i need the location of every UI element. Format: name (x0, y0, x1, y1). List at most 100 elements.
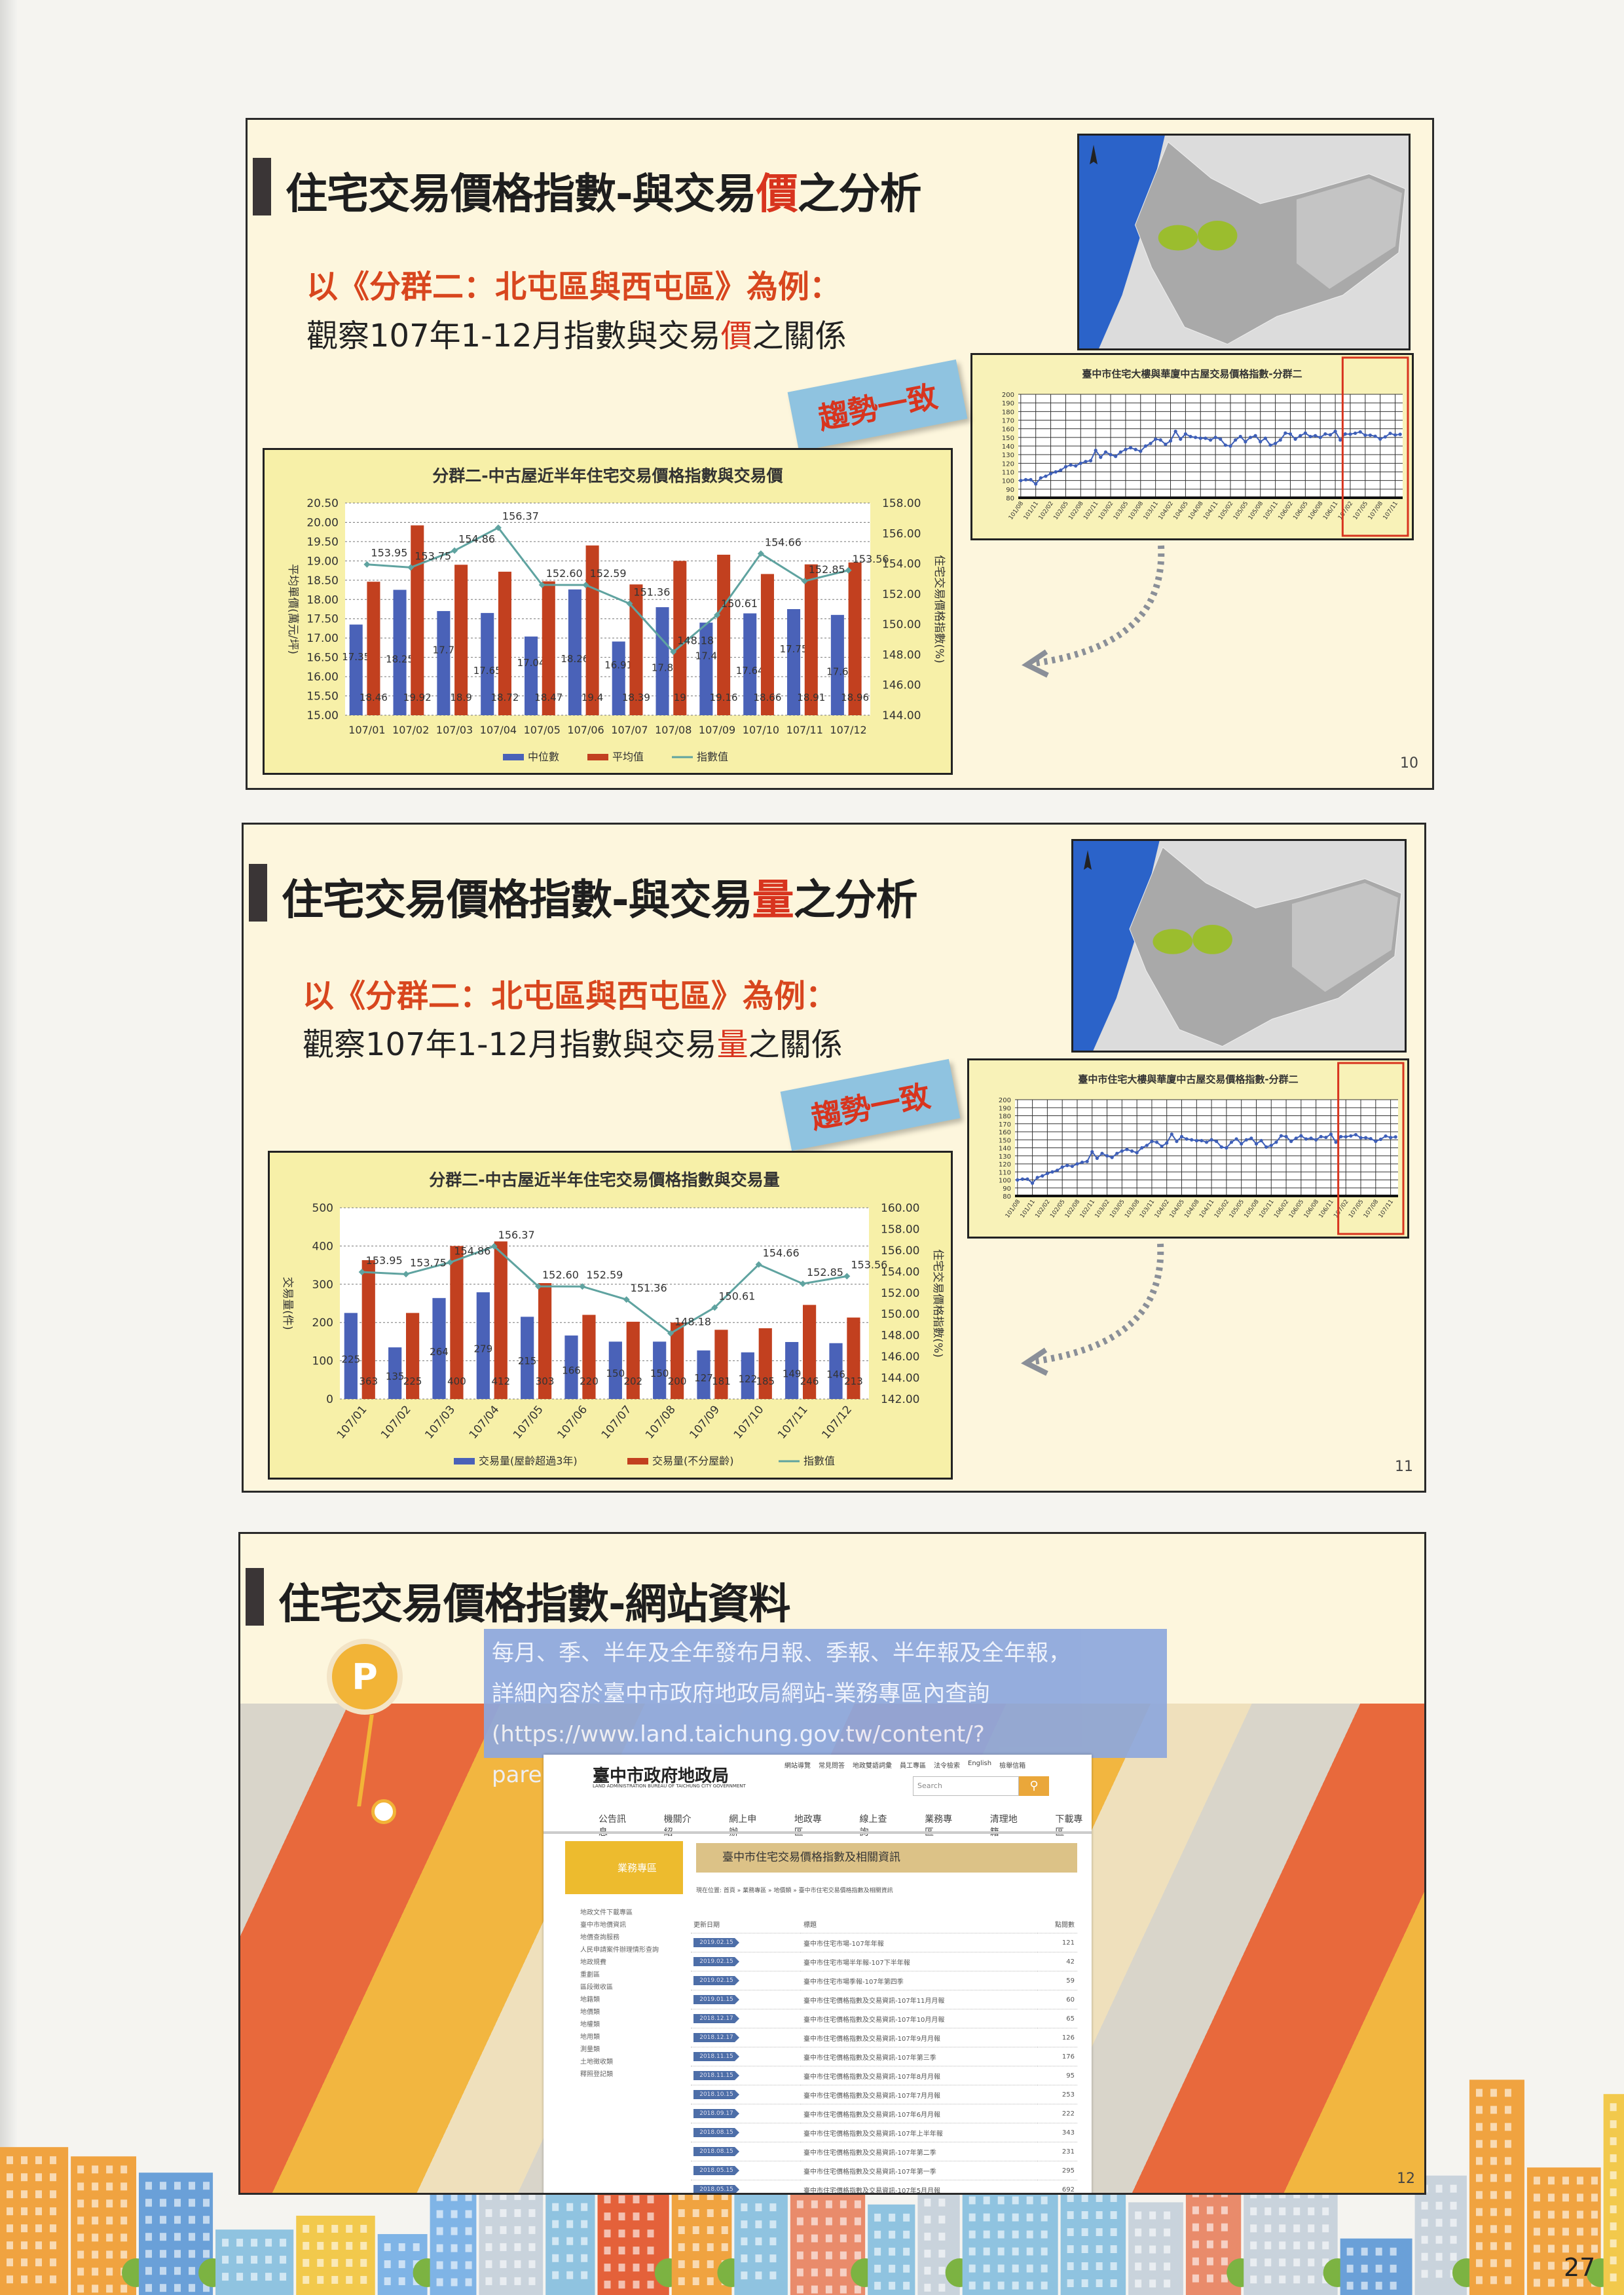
building-window (1475, 2089, 1483, 2097)
building-window (903, 2264, 910, 2273)
x-tick-label: 103/02 (1098, 500, 1115, 521)
bar-red (804, 564, 818, 715)
nav-item[interactable]: 下載專區 (1055, 1814, 1083, 1838)
top-link[interactable]: 法令檢索 (934, 1763, 960, 1770)
title-cell[interactable]: 臺中市住宅價格指數及交易資訊-107年5月月報 (801, 2180, 1037, 2193)
sidebar-item[interactable]: 地政規費 (580, 1959, 606, 1966)
index-point (845, 567, 852, 574)
title-cell[interactable]: 臺中市住宅市場-107年年報 (801, 1933, 1037, 1952)
sidebar-item[interactable]: 地價查詢服務 (580, 1934, 619, 1941)
x-tick-label: 104/05 (1169, 1199, 1186, 1220)
table-row[interactable]: 2019.02.15 臺中市住宅市場季報-107年第四季 59 (691, 1971, 1077, 1990)
building-window (1293, 2258, 1301, 2267)
table-row[interactable]: 2018.11.15 臺中市住宅價格指數及交易資訊-107年第三季 176 (691, 2047, 1077, 2066)
title-cell[interactable]: 臺中市住宅價格指數及交易資訊-107年9月月報 (801, 2028, 1037, 2047)
top-link[interactable]: 網站導覽 (784, 1763, 811, 1770)
table-row[interactable]: 2018.05.15 臺中市住宅價格指數及交易資訊-107年5月月報 692 (691, 2180, 1077, 2193)
nav-item[interactable]: 公告訊息 (599, 1814, 626, 1838)
table-row[interactable]: 2018.08.15 臺中市住宅價格指數及交易資訊-107年第二季 231 (691, 2142, 1077, 2161)
title-cell[interactable]: 臺中市住宅價格指數及交易資訊-107年8月月報 (801, 2066, 1037, 2085)
sidebar-item[interactable]: 地價類 (580, 2009, 600, 2016)
x-tick-label: 101/11 (1023, 500, 1040, 521)
table-row[interactable]: 2018.09.17 臺中市住宅價格指數及交易資訊-107年6月月報 222 (691, 2104, 1077, 2123)
sidebar-item[interactable]: 區段徵收區 (580, 1984, 613, 1991)
index-point (1054, 470, 1058, 474)
website-logo[interactable]: 臺中市政府地政局 (593, 1766, 729, 1786)
building-window (384, 2243, 391, 2251)
top-link[interactable]: 地政雙語詞彙 (853, 1763, 892, 1770)
index-value-label: 153.56 (851, 1258, 887, 1271)
top-link[interactable]: English (968, 1760, 992, 1767)
building-window (77, 2233, 84, 2242)
index-point (1358, 430, 1362, 434)
website-logo-english: LAND ADMINISTRATION BUREAU OF TAICHUNG C… (593, 1783, 746, 1789)
sidebar-item[interactable]: 釋照登記類 (580, 2071, 613, 2078)
building-window (618, 2230, 625, 2238)
table-row[interactable]: 2019.02.15 臺中市住宅市場半年報-107下半年報 42 (691, 1952, 1077, 1971)
index-value-label: 148.18 (677, 634, 714, 646)
table-row[interactable]: 2018.12.17 臺中市住宅價格指數及交易資訊-107年9月月報 126 (691, 2028, 1077, 2047)
building-window (983, 2281, 990, 2290)
nav-item[interactable]: 網上申辦 (729, 1814, 757, 1838)
sidebar-item[interactable]: 地政文件下載專區 (580, 1909, 633, 1916)
sidebar-item[interactable]: 重劃區 (580, 1971, 600, 1979)
building-window (35, 2241, 42, 2250)
sidebar-item[interactable]: 地用類 (580, 2034, 600, 2041)
sidebar-item[interactable]: 土地徵收類 (580, 2059, 613, 2066)
building-window (145, 2284, 153, 2292)
sidebar-item[interactable]: 臺中市地價資訊 (580, 1922, 626, 1929)
table-row[interactable]: 2018.05.15 臺中市住宅價格指數及交易資訊-107年第一季 295 (691, 2161, 1077, 2180)
building-window (1096, 2228, 1103, 2237)
table-row[interactable]: 2019.01.15 臺中市住宅價格指數及交易資訊-107年11月月報 60 (691, 1990, 1077, 2009)
index-point (1228, 444, 1232, 448)
table-row[interactable]: 2018.11.15 臺中市住宅價格指數及交易資訊-107年8月月報 95 (691, 2066, 1077, 2085)
sidebar-item[interactable]: 測量類 (580, 2046, 600, 2053)
table-row[interactable]: 2019.02.15 臺中市住宅市場-107年年報 121 (691, 1933, 1077, 1952)
index-point (1088, 458, 1093, 462)
x-tick-label: 107/10 (743, 724, 779, 736)
nav-divider (544, 1831, 1092, 1834)
building-window (346, 2258, 353, 2267)
top-link[interactable]: 檢舉信箱 (999, 1763, 1026, 1770)
bar-blue (612, 641, 625, 715)
sidebar-item[interactable]: 地權類 (580, 2021, 600, 2028)
title-cell[interactable]: 臺中市住宅價格指數及交易資訊-107年10月月報 (801, 2009, 1037, 2028)
title-highlight: 價 (756, 170, 798, 219)
title-cell[interactable]: 臺中市住宅市場半年報-107下半年報 (801, 1952, 1037, 1971)
building-window (1206, 2274, 1213, 2283)
top-link[interactable]: 員工專區 (900, 1763, 926, 1770)
nav-item[interactable]: 清理地籍 (989, 1814, 1018, 1838)
title-cell[interactable]: 臺中市住宅價格指數及交易資訊-107年11月月報 (801, 1990, 1037, 2009)
nav-item[interactable]: 地政專區 (794, 1814, 822, 1838)
sidebar-item[interactable]: 人民申請案件辦理情形查詢 (580, 1947, 659, 1954)
nav-item[interactable]: 業務專區 (925, 1814, 953, 1838)
title-cell[interactable]: 臺中市住宅價格指數及交易資訊-107年第三季 (801, 2047, 1037, 2066)
title-cell[interactable]: 臺中市住宅市場季報-107年第四季 (801, 1971, 1037, 1990)
title-cell[interactable]: 臺中市住宅價格指數及交易資訊-107年第一季 (801, 2161, 1037, 2180)
nav-item[interactable]: 線上查詢 (859, 1814, 887, 1838)
top-link[interactable]: 常見問答 (819, 1763, 845, 1770)
index-point (1328, 433, 1333, 437)
title-cell[interactable]: 臺中市住宅價格指數及交易資訊-107年上半年報 (801, 2123, 1037, 2142)
table-row[interactable]: 2018.12.17 臺中市住宅價格指數及交易資訊-107年10月月報 65 (691, 2009, 1077, 2028)
building-window (811, 2268, 818, 2277)
building-window (1475, 2276, 1483, 2285)
plot-area (340, 1208, 869, 1399)
table-row[interactable]: 2018.10.15 臺中市住宅價格指數及交易資訊-107年7月月報 253 (691, 2085, 1077, 2104)
x-tick-label: 107/12 (830, 724, 866, 736)
building-window (618, 2264, 625, 2272)
sidebar-item[interactable]: 地籍類 (580, 1996, 600, 2004)
title-cell[interactable]: 臺中市住宅價格指數及交易資訊-107年7月月報 (801, 2085, 1037, 2104)
date-badge: 2019.02.15 (693, 1976, 739, 1985)
search-icon[interactable]: ⚲ (1019, 1776, 1049, 1796)
volume-combo-chart: 分群二-中古屋近半年住宅交易價格指數與交易量 0 100 200 300 400 500 14… (268, 1151, 953, 1480)
table-row[interactable]: 2018.08.15 臺中市住宅價格指數及交易資訊-107年上半年報 343 (691, 2123, 1077, 2142)
website-search-input[interactable]: Search (913, 1776, 1019, 1796)
y-tick-label: 190 (999, 1105, 1011, 1112)
title-cell[interactable]: 臺中市住宅價格指數及交易資訊-107年第二季 (801, 2142, 1037, 2161)
title-cell[interactable]: 臺中市住宅價格指數及交易資訊-107年6月月報 (801, 2104, 1037, 2123)
building-window (692, 2260, 699, 2268)
index-point (714, 612, 721, 619)
y2-tick-label: 146.00 (882, 679, 921, 692)
nav-item[interactable]: 機關介紹 (663, 1814, 692, 1838)
